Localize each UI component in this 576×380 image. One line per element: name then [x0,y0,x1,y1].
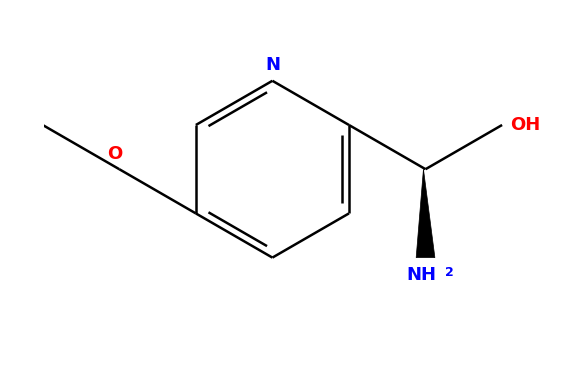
Text: OH: OH [510,116,541,134]
Text: NH: NH [407,266,437,284]
Text: 2: 2 [445,266,454,279]
Text: O: O [108,145,123,163]
Text: N: N [265,55,280,73]
Polygon shape [416,169,435,258]
